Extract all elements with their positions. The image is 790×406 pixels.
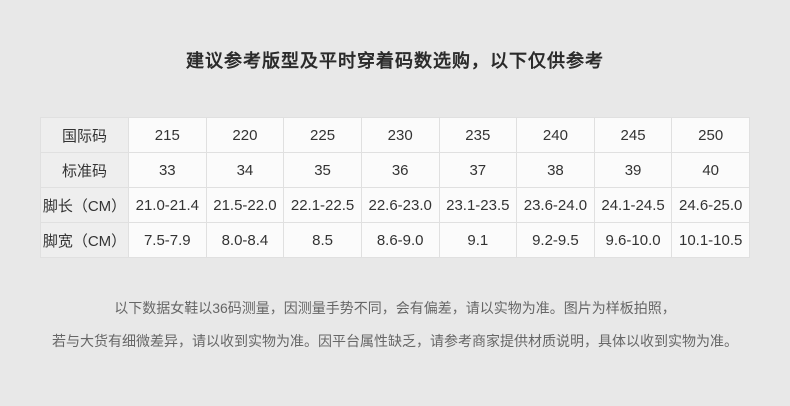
- size-cell: 23.1-23.5: [438, 187, 518, 223]
- disclaimer-line-1: 以下数据女鞋以36码测量，因测量手势不同，会有偏差，请以实物为准。图片为样板拍照…: [114, 300, 676, 316]
- table-row-foot-width: 脚宽（CM） 7.5-7.9 8.0-8.4 8.5 8.6-9.0 9.1 9…: [40, 222, 750, 258]
- size-cell: 24.1-24.5: [593, 187, 673, 223]
- size-cell: 245: [593, 117, 673, 153]
- size-cell: 225: [283, 117, 362, 153]
- table-row-international-size: 国际码 215 220 225 230 235 240 245 250: [40, 117, 750, 153]
- size-cell: 40: [671, 152, 750, 188]
- disclaimer-text: 以下数据女鞋以36码测量，因测量手势不同，会有偏差，请以实物为准。图片为样板拍照…: [0, 292, 790, 358]
- size-cell: 23.6-24.0: [516, 187, 595, 223]
- size-cell: 10.1-10.5: [671, 222, 750, 258]
- size-cell: 7.5-7.9: [128, 222, 207, 258]
- page-title: 建议参考版型及平时穿着码数选购，以下仅供参考: [186, 51, 604, 71]
- size-cell: 36: [360, 152, 440, 188]
- row-label: 国际码: [40, 117, 129, 153]
- size-cell: 24.6-25.0: [671, 187, 750, 223]
- size-cell: 37: [438, 152, 518, 188]
- table-row-standard-size: 标准码 33 34 35 36 37 38 39 40: [40, 152, 750, 188]
- size-cell: 9.6-10.0: [593, 222, 673, 258]
- size-cell: 8.0-8.4: [205, 222, 285, 258]
- table-row-foot-length: 脚长（CM） 21.0-21.4 21.5-22.0 22.1-22.5 22.…: [40, 187, 750, 223]
- size-cell: 235: [438, 117, 518, 153]
- size-cell: 22.6-23.0: [360, 187, 440, 223]
- size-cell: 250: [671, 117, 750, 153]
- size-cell: 220: [205, 117, 285, 153]
- size-cell: 35: [283, 152, 362, 188]
- size-cell: 230: [360, 117, 440, 153]
- row-label: 标准码: [40, 152, 129, 188]
- size-cell: 8.6-9.0: [360, 222, 440, 258]
- size-table: 国际码 215 220 225 230 235 240 245 250 标准码 …: [40, 117, 750, 258]
- disclaimer-line-2: 若与大货有细微差异，请以收到实物为准。因平台属性缺乏，请参考商家提供材质说明，具…: [52, 333, 738, 349]
- size-cell: 9.1: [438, 222, 518, 258]
- size-cell: 9.2-9.5: [516, 222, 595, 258]
- size-cell: 33: [128, 152, 207, 188]
- size-cell: 21.0-21.4: [128, 187, 207, 223]
- size-cell: 22.1-22.5: [283, 187, 362, 223]
- size-cell: 8.5: [283, 222, 362, 258]
- row-label: 脚宽（CM）: [40, 222, 129, 258]
- size-cell: 38: [516, 152, 595, 188]
- size-cell: 215: [128, 117, 207, 153]
- size-cell: 34: [205, 152, 285, 188]
- row-label: 脚长（CM）: [40, 187, 129, 223]
- size-cell: 39: [593, 152, 673, 188]
- size-cell: 21.5-22.0: [205, 187, 285, 223]
- size-cell: 240: [516, 117, 595, 153]
